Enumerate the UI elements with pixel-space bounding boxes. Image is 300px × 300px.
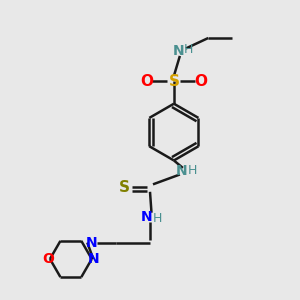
Text: O: O: [140, 74, 154, 89]
Text: S: S: [119, 180, 130, 195]
Text: O: O: [43, 252, 54, 266]
Text: N: N: [172, 44, 184, 58]
Text: S: S: [168, 74, 179, 89]
Text: H: H: [153, 212, 162, 225]
Text: O: O: [194, 74, 207, 89]
Text: H: H: [188, 164, 197, 176]
Text: N: N: [141, 210, 153, 224]
Text: N: N: [88, 252, 99, 266]
Text: N: N: [176, 164, 187, 178]
Text: H: H: [184, 44, 193, 56]
Text: N: N: [86, 236, 98, 250]
